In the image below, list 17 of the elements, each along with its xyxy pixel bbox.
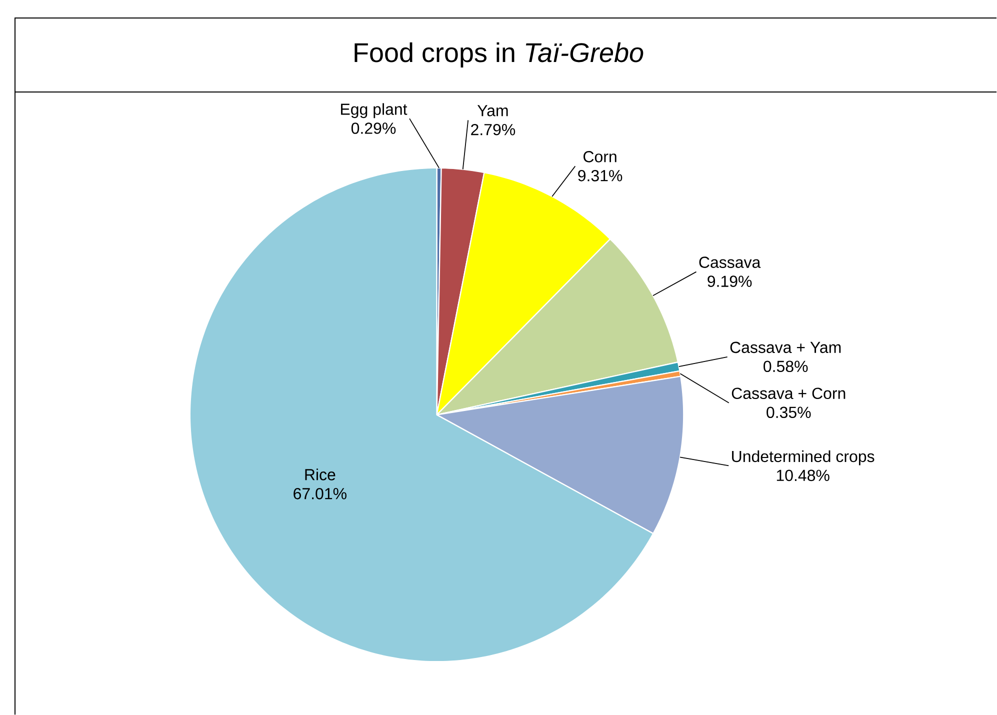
data-label: 9.19% <box>708 276 752 287</box>
data-label: 0.29% <box>351 122 396 134</box>
data-label: 0.58% <box>764 360 808 372</box>
chart-title: Food crops in Taï-Grebo <box>354 42 644 68</box>
data-label: 10.48% <box>776 470 830 482</box>
data-label: 2.79% <box>471 124 516 136</box>
data-label: 9.31% <box>578 170 622 182</box>
slice-label: Cassava + Yam <box>730 342 841 354</box>
slice-label: Cassava + Corn <box>732 388 846 399</box>
slice-label: Undetermined crops <box>732 450 874 466</box>
slice-label: Egg plant <box>341 103 408 118</box>
data-label: 0.35% <box>766 406 811 418</box>
slice-label: Cassava <box>699 256 761 268</box>
slice-label: Rice <box>305 468 336 480</box>
data-label: 67.01% <box>294 488 346 500</box>
slice-label: Yam <box>477 105 508 116</box>
slice-label: Corn <box>584 150 616 162</box>
